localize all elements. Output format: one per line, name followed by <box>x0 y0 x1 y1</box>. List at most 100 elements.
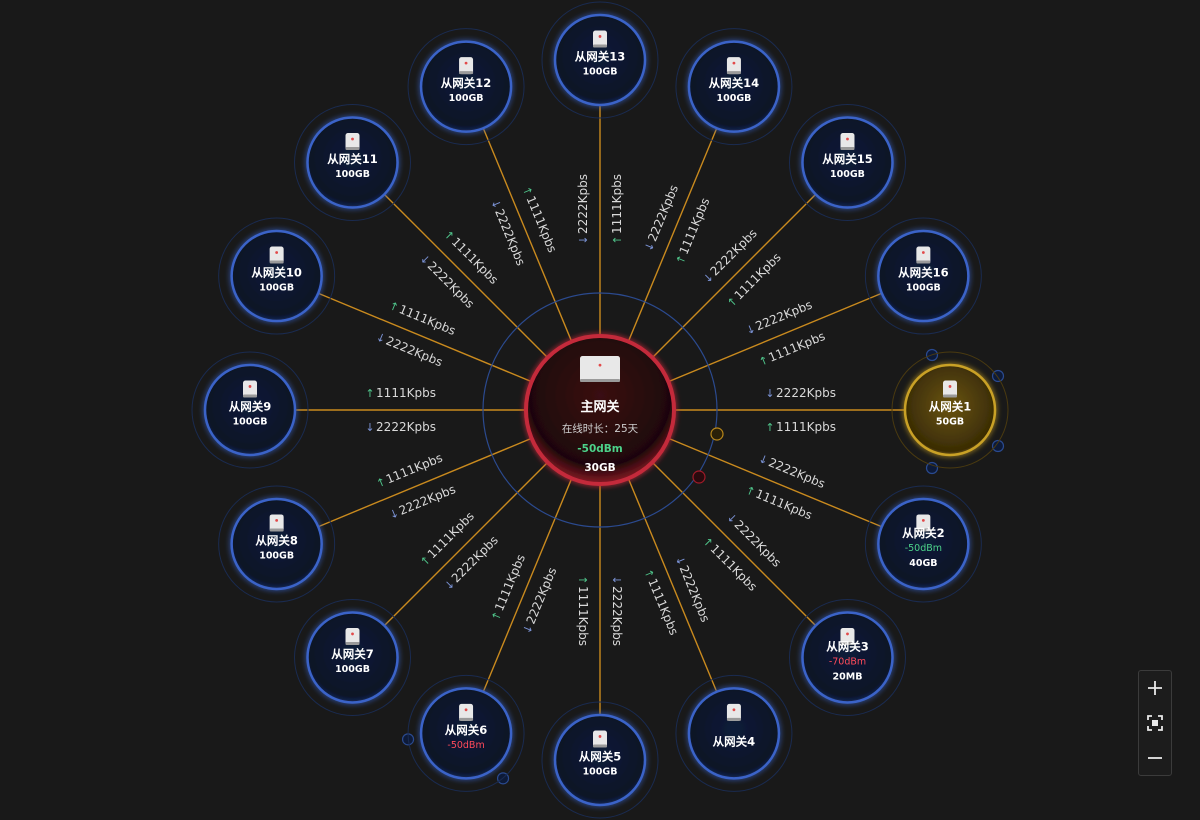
arrow-down-icon: ↓ <box>757 452 770 468</box>
upload-rate-text: 1111Kpbs <box>492 552 528 613</box>
download-rate-text: 2222Kpbs <box>677 563 713 624</box>
router-icon <box>345 133 360 151</box>
node-circle <box>230 229 323 323</box>
router-icon <box>593 30 607 48</box>
download-rate-label: ↓2222Kpbs <box>387 482 457 522</box>
arrow-down-icon: ↓ <box>577 235 590 244</box>
node-circle <box>230 497 323 591</box>
node-7[interactable]: 从网关7 100GB <box>294 598 412 716</box>
node-name: 从网关6 <box>445 723 488 737</box>
arrow-down-icon: ↓ <box>520 622 536 635</box>
router-icon <box>459 57 474 75</box>
node-circle <box>553 13 647 107</box>
router-icon <box>580 356 620 382</box>
node-name: 从网关1 <box>929 400 972 414</box>
upload-rate-label: ↑1111Kpbs <box>610 174 624 245</box>
node-15[interactable]: 从网关15 100GB <box>788 104 906 222</box>
node-name: 从网关11 <box>327 152 378 166</box>
upload-rate-text: 1111Kpbs <box>708 542 760 594</box>
node-circle <box>877 229 970 323</box>
download-rate-text: 2222Kpbs <box>732 518 784 570</box>
arrow-up-icon: ↑ <box>611 235 624 244</box>
upload-rate-text: 1111Kpbs <box>610 174 624 234</box>
node-halo <box>788 598 906 716</box>
download-rate-label: ↓2222Kpbs <box>520 565 559 636</box>
node-name: 从网关8 <box>255 533 298 547</box>
download-rate-label: ↓2222Kpbs <box>576 174 590 245</box>
upload-rate-label: ↑1111Kpbs <box>641 567 681 637</box>
upload-rate-label: ↑1111Kpbs <box>387 299 458 338</box>
download-rate-text: 2222Kpbs <box>449 533 501 585</box>
node-name: 从网关9 <box>229 400 272 414</box>
node-halo <box>218 485 336 603</box>
main-gateway-capacity: 30GB <box>584 462 615 474</box>
link-layer <box>295 105 905 715</box>
orbit-dot <box>710 427 724 441</box>
upload-rate-label: ↑1111Kpbs <box>374 451 445 491</box>
download-rate-label: ↓2222Kpbs <box>765 386 836 400</box>
download-rate-label: ↓2222Kpbs <box>488 197 528 267</box>
node-10[interactable]: 从网关10 100GB <box>218 217 336 335</box>
node-halo <box>891 351 1009 469</box>
node-12[interactable]: 从网关12 100GB <box>407 28 525 146</box>
node-capacity: 40GB <box>909 558 937 569</box>
upload-rate-label: ↑1111Kpbs <box>673 196 713 267</box>
node-6[interactable]: 从网关6 -50dBm <box>407 674 525 792</box>
download-rate-text: 2222Kpbs <box>376 420 436 434</box>
router-icon <box>840 133 855 151</box>
zoom-in-button[interactable] <box>1143 676 1167 700</box>
arrow-up-icon: ↑ <box>744 483 757 499</box>
zoom-out-button[interactable] <box>1143 746 1167 770</box>
upload-rate-text: 1111Kpbs <box>645 576 681 637</box>
node-halo <box>541 701 659 819</box>
main-gateway-circle <box>524 334 676 486</box>
node-capacity: 100GB <box>259 550 294 561</box>
node-halo <box>675 28 793 146</box>
node-3[interactable]: 从网关3 -70dBm 20MB <box>788 598 906 716</box>
router-icon <box>345 627 360 645</box>
arrow-up-icon: ↑ <box>489 609 505 622</box>
router-icon <box>840 627 855 645</box>
node-name: 从网关15 <box>822 152 873 166</box>
fit-screen-button[interactable] <box>1143 711 1167 735</box>
router-icon <box>269 514 284 532</box>
arrow-up-icon: ↑ <box>765 421 774 434</box>
node-circle <box>801 116 894 209</box>
node-capacity: 100GB <box>259 283 294 294</box>
node-name: 从网关5 <box>579 750 622 764</box>
upload-rate-text: 1111Kpbs <box>677 196 713 257</box>
node-halo <box>294 598 412 716</box>
node-5[interactable]: 从网关5 100GB <box>541 701 659 819</box>
node-name: 从网关4 <box>713 734 756 748</box>
node-16[interactable]: 从网关16 100GB <box>864 217 982 335</box>
node-2[interactable]: 从网关2 -50dBm 40GB <box>864 485 982 603</box>
upload-rate-text: 1111Kpbs <box>766 329 827 365</box>
node-11[interactable]: 从网关11 100GB <box>294 104 412 222</box>
node-capacity: 50GB <box>936 417 964 428</box>
node-4[interactable]: 从网关4 <box>675 674 793 792</box>
node-capacity: 100GB <box>583 767 618 778</box>
node-13[interactable]: 从网关13 100GB <box>541 1 659 119</box>
main-gateway-uptime: 在线时长：25天 <box>562 422 639 435</box>
node-14[interactable]: 从网关14 100GB <box>675 28 793 146</box>
upload-rate-label: ↑1111Kpbs <box>576 575 590 646</box>
node-9[interactable]: 从网关9 100GB <box>191 351 309 469</box>
node-name: 从网关3 <box>826 639 869 653</box>
node-1[interactable]: 从网关1 50GB <box>891 351 1009 469</box>
node-circle <box>306 611 399 704</box>
node-halo <box>218 217 336 335</box>
link-line <box>383 193 551 361</box>
node-8[interactable]: 从网关8 100GB <box>218 485 336 603</box>
download-rate-label: ↓2222Kpbs <box>610 575 624 646</box>
node-circle <box>801 611 894 704</box>
upload-rate-text: 1111Kpbs <box>384 451 445 487</box>
node-name: 从网关13 <box>575 50 626 64</box>
upload-rate-text: 1111Kpbs <box>576 586 590 646</box>
node-halo <box>788 104 906 222</box>
download-rate-text: 2222Kpbs <box>384 334 445 370</box>
node-circle <box>306 116 399 209</box>
orbit-dot <box>692 470 706 484</box>
node-name: 从网关14 <box>709 76 760 90</box>
